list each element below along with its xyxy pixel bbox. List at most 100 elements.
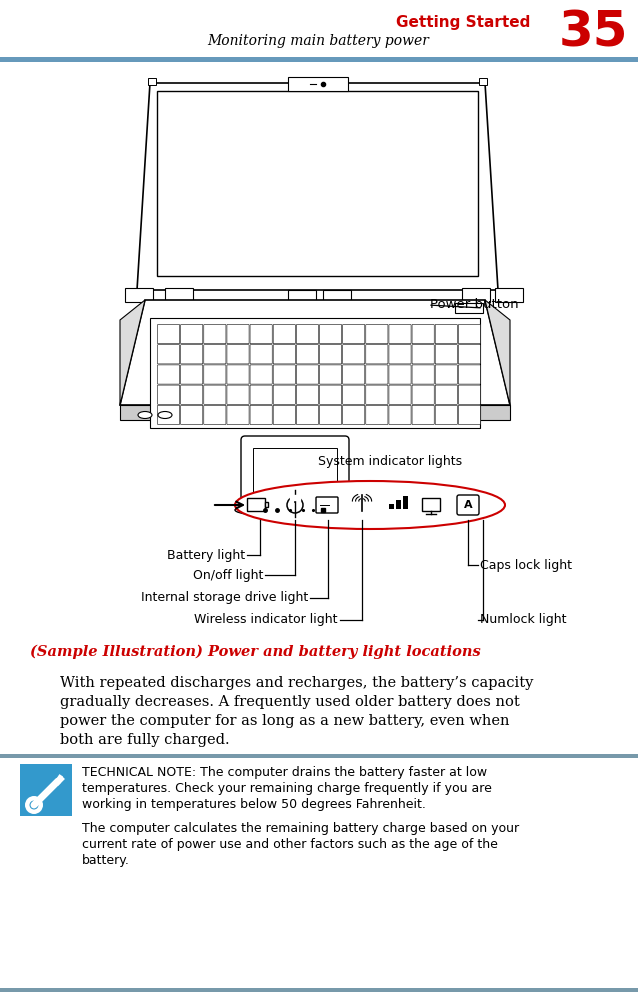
Text: System indicator lights: System indicator lights [318,455,462,468]
Text: Monitoring main battery power: Monitoring main battery power [207,34,429,48]
Bar [403,496,408,509]
FancyBboxPatch shape [320,365,341,384]
FancyBboxPatch shape [204,345,226,364]
FancyBboxPatch shape [389,405,411,425]
FancyBboxPatch shape [343,385,365,404]
FancyBboxPatch shape [320,325,341,344]
FancyBboxPatch shape [389,365,411,384]
FancyBboxPatch shape [204,405,226,425]
FancyBboxPatch shape [412,385,434,404]
FancyBboxPatch shape [366,405,388,425]
FancyBboxPatch shape [181,405,203,425]
FancyBboxPatch shape [320,405,341,425]
Bar [0,754,638,758]
FancyBboxPatch shape [457,495,479,515]
Text: Wireless indicator light: Wireless indicator light [195,613,338,626]
Bar [0,57,638,62]
FancyBboxPatch shape [412,325,434,344]
FancyBboxPatch shape [366,365,388,384]
FancyBboxPatch shape [204,385,226,404]
Text: TECHNICAL NOTE: The computer drains the battery faster at low: TECHNICAL NOTE: The computer drains the … [82,766,487,779]
FancyBboxPatch shape [458,325,480,344]
FancyBboxPatch shape [389,345,411,364]
FancyBboxPatch shape [297,405,318,425]
FancyBboxPatch shape [181,385,203,404]
FancyBboxPatch shape [297,365,318,384]
Circle shape [29,801,38,810]
Text: With repeated discharges and recharges, the battery’s capacity: With repeated discharges and recharges, … [60,676,533,690]
FancyBboxPatch shape [250,365,272,384]
FancyBboxPatch shape [250,405,272,425]
Text: (Sample Illustration) Power and battery light locations: (Sample Illustration) Power and battery … [30,645,481,659]
FancyBboxPatch shape [250,325,272,344]
Bar [125,288,153,302]
FancyBboxPatch shape [412,345,434,364]
Bar [455,303,483,313]
Bar [288,77,348,91]
FancyBboxPatch shape [435,325,457,344]
FancyBboxPatch shape [412,365,434,384]
Text: working in temperatures below 50 degrees Fahrenheit.: working in temperatures below 50 degrees… [82,798,426,811]
FancyBboxPatch shape [273,365,295,384]
Text: Battery light: Battery light [167,548,245,561]
Bar [389,504,394,509]
Text: Getting Started: Getting Started [396,15,530,30]
Text: gradually decreases. A frequently used older battery does not: gradually decreases. A frequently used o… [60,695,520,709]
Ellipse shape [138,412,152,419]
FancyBboxPatch shape [412,405,434,425]
FancyBboxPatch shape [458,405,480,425]
Text: 35: 35 [558,8,628,56]
Text: battery.: battery. [82,854,130,867]
Ellipse shape [235,481,505,529]
Bar [253,448,337,493]
FancyBboxPatch shape [158,325,180,344]
Polygon shape [137,83,498,290]
FancyBboxPatch shape [435,405,457,425]
FancyBboxPatch shape [181,325,203,344]
FancyBboxPatch shape [435,385,457,404]
Text: current rate of power use and other factors such as the age of the: current rate of power use and other fact… [82,838,498,851]
FancyBboxPatch shape [181,345,203,364]
Text: power the computer for as long as a new battery, even when: power the computer for as long as a new … [60,714,510,728]
FancyBboxPatch shape [227,365,249,384]
FancyBboxPatch shape [435,365,457,384]
Text: temperatures. Check your remaining charge frequently if you are: temperatures. Check your remaining charg… [82,782,492,795]
FancyBboxPatch shape [273,405,295,425]
Bar [150,318,480,428]
Text: both are fully charged.: both are fully charged. [60,733,230,747]
FancyBboxPatch shape [458,365,480,384]
Bar [20,764,72,816]
Polygon shape [120,300,510,405]
FancyBboxPatch shape [458,385,480,404]
Polygon shape [485,300,510,405]
Bar [157,91,478,276]
FancyBboxPatch shape [343,365,365,384]
Text: Power button: Power button [430,299,519,312]
FancyBboxPatch shape [181,365,203,384]
Bar [288,290,316,302]
Text: A: A [464,500,472,510]
FancyBboxPatch shape [366,345,388,364]
Circle shape [287,497,303,513]
Text: Internal storage drive light: Internal storage drive light [141,591,308,604]
Text: The computer calculates the remaining battery charge based on your: The computer calculates the remaining ba… [82,822,519,835]
Circle shape [25,796,43,814]
FancyBboxPatch shape [227,345,249,364]
FancyBboxPatch shape [204,325,226,344]
FancyBboxPatch shape [366,385,388,404]
Bar [422,498,440,511]
FancyBboxPatch shape [250,345,272,364]
Polygon shape [120,300,145,405]
FancyBboxPatch shape [316,497,338,513]
FancyBboxPatch shape [250,385,272,404]
FancyBboxPatch shape [227,405,249,425]
Bar [462,288,490,302]
Bar [322,290,350,302]
Text: On/off light: On/off light [193,568,263,581]
FancyBboxPatch shape [273,345,295,364]
FancyBboxPatch shape [435,345,457,364]
Text: Numlock light: Numlock light [480,613,567,626]
FancyBboxPatch shape [227,385,249,404]
FancyBboxPatch shape [158,385,180,404]
FancyBboxPatch shape [366,325,388,344]
